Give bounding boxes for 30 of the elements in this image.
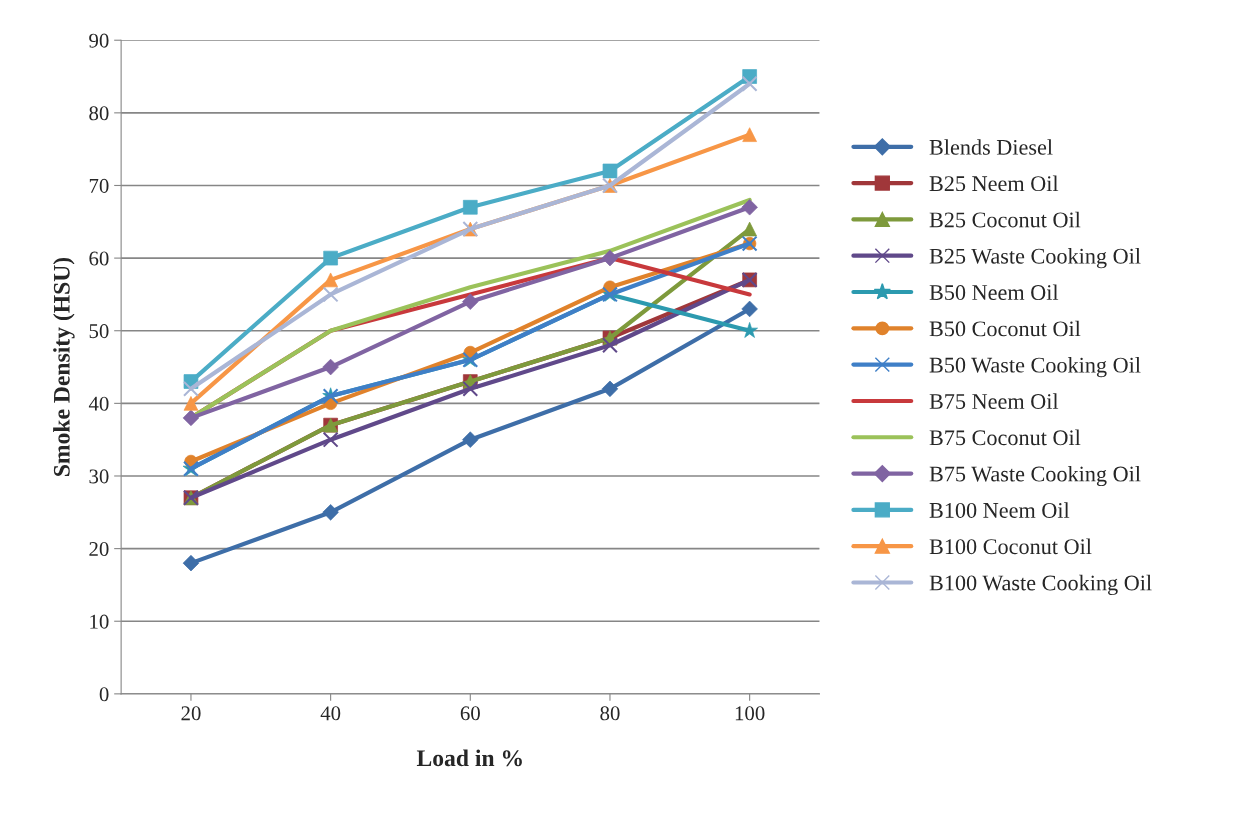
y-tick-label: 80 — [89, 106, 109, 121]
x-axis-title: Load in % — [416, 749, 522, 767]
legend-label: B25 Waste Cooking Oil — [929, 248, 1141, 269]
legend-label: B75 Neem Oil — [929, 393, 1059, 409]
legend-label: B100 Waste Cooking Oil — [929, 574, 1152, 596]
legend-label: B100 Neem Oil — [929, 502, 1070, 518]
y-tick-label: 10 — [90, 614, 109, 629]
legend-label: B50 Neem Oil — [929, 284, 1059, 301]
legend-label: Blends Diesel — [929, 139, 1053, 155]
y-tick-label: 30 — [89, 469, 109, 484]
y-axis-title: Smoke Density (HSU) — [53, 257, 75, 476]
legend-label: B50 Waste Cooking Oil — [929, 356, 1141, 378]
legend-label: B50 Coconut Oil — [929, 320, 1081, 337]
y-tick-label: 50 — [89, 324, 109, 339]
x-tick-label: 40 — [320, 706, 341, 721]
x-tick-label: 100 — [735, 706, 765, 721]
legend-label: B75 Coconut Oil — [929, 429, 1081, 446]
y-tick-label: 90 — [89, 33, 109, 48]
legend-label: B25 Coconut Oil — [929, 211, 1081, 228]
legend-label: B75 Waste Cooking Oil — [929, 465, 1141, 487]
y-tick-label: 20 — [89, 541, 109, 557]
x-tick-label: 60 — [460, 706, 480, 721]
y-tick-label: 40 — [88, 396, 109, 411]
y-tick-label: 70 — [89, 178, 109, 193]
legend-label: B100 Coconut Oil — [929, 538, 1092, 555]
x-tick-label: 80 — [600, 706, 620, 721]
y-tick-label: 60 — [89, 251, 109, 266]
y-tick-label: 0 — [99, 687, 109, 702]
legend-label: B25 Neem Oil — [929, 175, 1059, 192]
x-tick-label: 20 — [181, 706, 201, 721]
